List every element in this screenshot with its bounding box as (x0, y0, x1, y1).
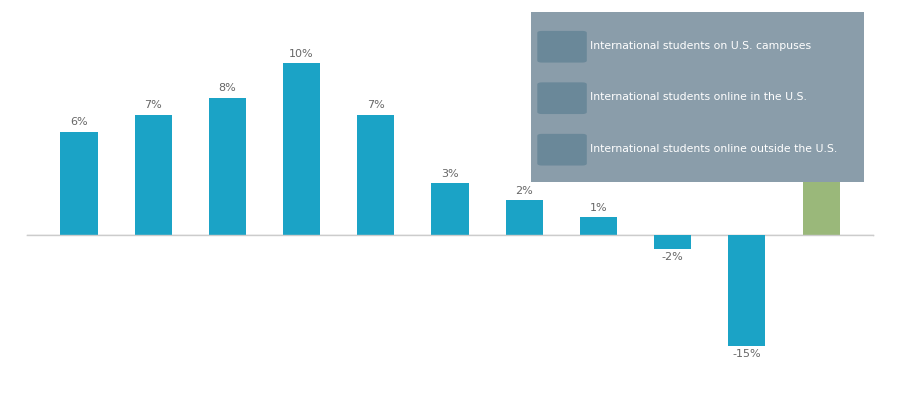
Text: 1%: 1% (590, 203, 608, 213)
Text: 7%: 7% (144, 100, 162, 110)
Text: -15%: -15% (733, 349, 761, 359)
Bar (431, 183, 469, 234)
Text: -2%: -2% (662, 252, 683, 263)
Bar (135, 114, 172, 234)
Text: International students on U.S. campuses: International students on U.S. campuses (590, 40, 811, 51)
Bar (728, 234, 765, 346)
Bar (357, 114, 394, 234)
Bar (803, 166, 840, 234)
Text: 10%: 10% (289, 49, 314, 59)
Text: International students online in the U.S.: International students online in the U.S… (590, 92, 806, 102)
Bar (506, 200, 543, 234)
Text: 4%: 4% (812, 152, 830, 162)
Text: 3%: 3% (441, 169, 459, 179)
Text: 6%: 6% (70, 118, 88, 128)
Bar (60, 132, 97, 234)
Text: International students online outside the U.S.: International students online outside th… (590, 143, 837, 154)
Text: 2%: 2% (516, 186, 533, 196)
Bar (283, 63, 320, 234)
Bar (209, 97, 246, 234)
Bar (654, 234, 691, 249)
Bar (580, 217, 617, 234)
Text: 7%: 7% (367, 100, 384, 110)
Text: 8%: 8% (219, 83, 236, 93)
